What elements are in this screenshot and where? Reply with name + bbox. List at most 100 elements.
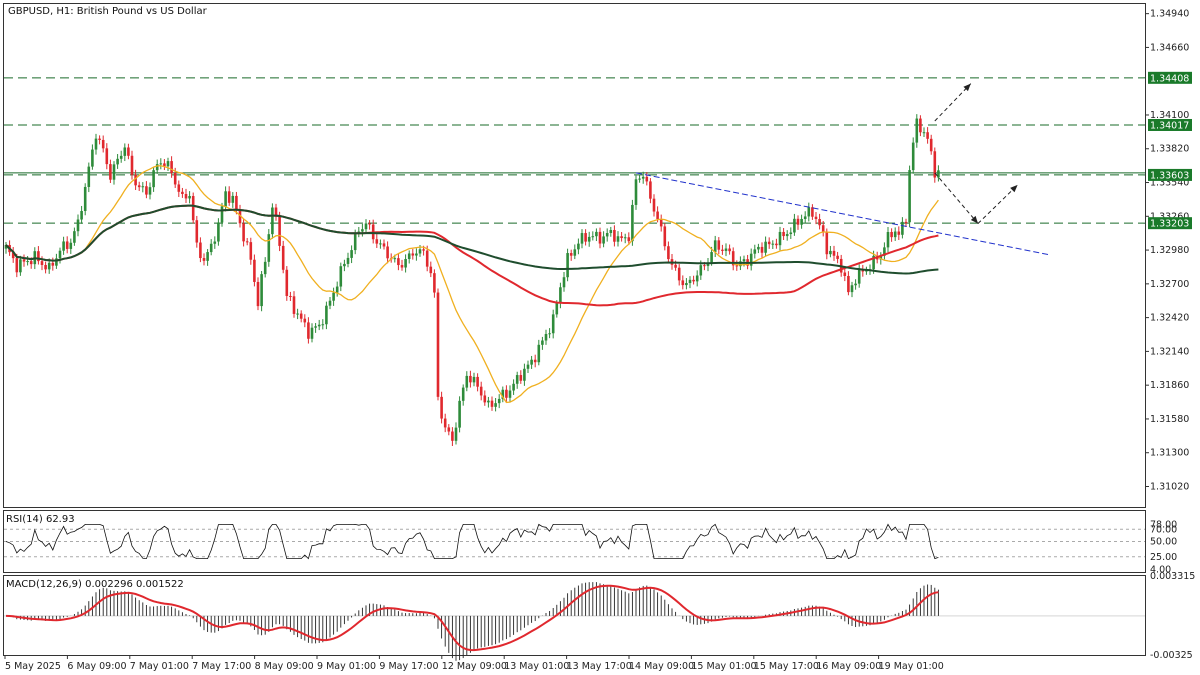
candle-body: [173, 172, 177, 185]
candle-body: [116, 158, 119, 165]
candle-body: [627, 237, 631, 242]
forecast-arrow-0-seg: [934, 172, 979, 224]
candle-body: [44, 264, 47, 270]
candle-body: [724, 248, 728, 251]
candle-body: [397, 258, 400, 266]
candle-body: [65, 241, 69, 249]
candle-body: [829, 250, 832, 255]
candle-body: [767, 241, 771, 245]
candle-body: [386, 246, 389, 259]
forecast-arrow-0-seg: [977, 184, 1018, 224]
candle-body: [764, 241, 767, 253]
candle-body: [695, 275, 699, 282]
candle-body: [501, 389, 505, 399]
candle-body: [415, 253, 418, 256]
candle-body: [523, 368, 526, 381]
candle-body: [256, 281, 260, 307]
candle-body: [753, 249, 757, 254]
candle-body: [663, 226, 667, 247]
candle-body: [807, 207, 811, 217]
rsi-tick-label: 70.00: [1150, 524, 1177, 535]
candle-body: [263, 261, 267, 275]
time-tick-label: 7 May 17:00: [192, 661, 251, 672]
candle-body: [382, 243, 386, 247]
candle-body: [458, 400, 461, 428]
candle-body: [364, 223, 368, 230]
candle-body: [901, 221, 904, 235]
candle-body: [577, 243, 580, 250]
candle-body: [253, 259, 256, 282]
candle-body: [620, 236, 623, 239]
candle-body: [80, 210, 83, 220]
candle-body: [469, 375, 472, 383]
time-tick-label: 15 May 01:00: [691, 661, 756, 672]
annotations-layer: [635, 83, 1051, 256]
candle-body: [897, 231, 901, 235]
candle-body: [199, 242, 202, 259]
candle-body: [850, 285, 854, 293]
macd-tick-label: -0.00325: [1150, 650, 1193, 661]
candle-body: [29, 261, 33, 265]
candle-body: [307, 322, 310, 339]
rsi-title: RSI(14) 62.93: [6, 514, 75, 525]
candle-body: [152, 170, 155, 188]
candle-body: [224, 191, 227, 207]
trendline: [635, 172, 1051, 256]
candle-body: [559, 287, 562, 304]
candle-body: [825, 232, 829, 255]
price-tick-label: 1.31860: [1150, 380, 1189, 391]
rsi-panel: [3, 510, 1146, 573]
candle-body: [332, 292, 335, 301]
forecast-arrow-head: [1010, 184, 1018, 193]
candle-body: [465, 375, 469, 388]
candle-body: [926, 132, 929, 139]
candle-body: [879, 255, 883, 260]
candle-body: [483, 395, 487, 403]
candle-body: [310, 327, 314, 339]
candle-body: [933, 151, 937, 178]
candle-body: [94, 138, 98, 150]
price-tick-label: 1.31580: [1150, 414, 1189, 425]
candle-body: [350, 250, 353, 258]
candle-body: [703, 265, 706, 267]
candle-body: [213, 241, 217, 244]
candle-body: [508, 390, 512, 398]
candle-body: [249, 242, 253, 260]
candle-body: [231, 195, 235, 203]
axis-layer: 1.34940 1.34660 1.34100 1.33820 1.33540 1.332…: [4, 9, 1195, 672]
time-tick-label: 9 May 01:00: [317, 661, 376, 672]
candle-body: [292, 296, 296, 314]
macd-tick-label: 0.003315: [1150, 571, 1195, 582]
candle-body: [235, 195, 238, 210]
candle-body: [688, 279, 692, 284]
candle-body: [706, 262, 710, 267]
candle-body: [62, 241, 65, 251]
price-tick-label: 1.34100: [1150, 110, 1189, 121]
candle-body: [595, 231, 598, 237]
price-tick-label: 1.33820: [1150, 144, 1189, 155]
level-badge: [1148, 217, 1192, 230]
candle-body: [919, 118, 922, 133]
candle-body: [555, 303, 559, 315]
time-tick-label: 19 May 01:00: [879, 661, 944, 672]
candle-body: [195, 220, 199, 243]
candle-body: [47, 262, 51, 270]
candle-body: [602, 236, 605, 244]
time-tick-label: 8 May 09:00: [255, 661, 314, 672]
price-panel: [3, 3, 1146, 508]
candle-body: [537, 344, 541, 363]
candle-body: [119, 155, 123, 159]
candle-body: [58, 250, 62, 259]
candle-body: [418, 249, 422, 254]
candle-body: [591, 236, 595, 238]
candle-body: [605, 233, 609, 237]
level-badge-label: 1.33203: [1150, 219, 1189, 230]
candle-body: [541, 340, 544, 345]
candle-body: [728, 248, 731, 252]
time-tick-label: 13 May 17:00: [567, 661, 632, 672]
time-tick-label: 12 May 09:00: [442, 661, 507, 672]
price-tick-label: 1.33260: [1150, 211, 1189, 222]
candle-body: [796, 218, 800, 225]
candle-body: [73, 231, 76, 243]
